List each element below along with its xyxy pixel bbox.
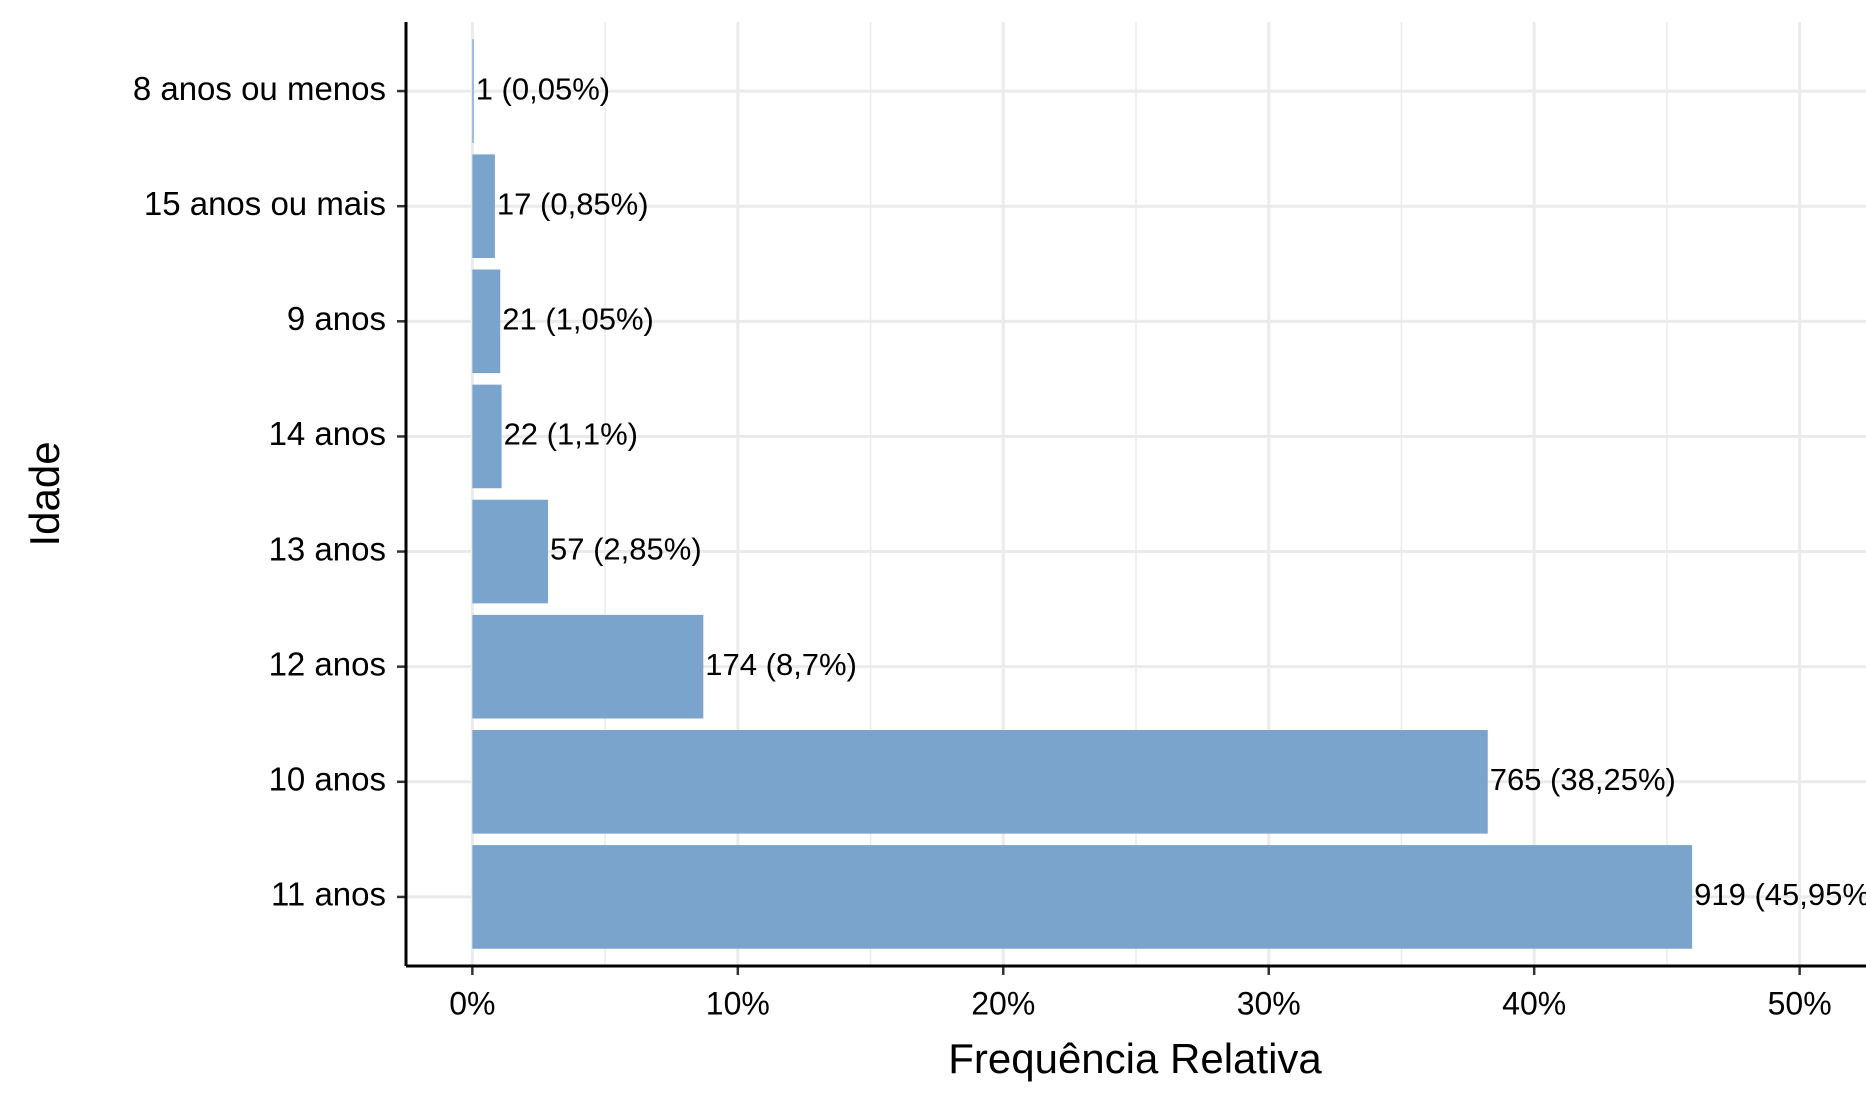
bar (472, 384, 502, 489)
value-label: 22 (1,1%) (504, 417, 638, 452)
x-axis-title: Frequência Relativa (948, 1035, 1322, 1082)
y-tick-label: 9 anos (287, 300, 386, 337)
x-tick-label: 40% (1502, 985, 1566, 1021)
value-label: 919 (45,95%) (1694, 877, 1866, 912)
y-axis-title: Idade (21, 441, 68, 546)
value-label: 174 (8,7%) (705, 647, 857, 682)
value-label: 1 (0,05%) (476, 71, 610, 106)
bar (472, 499, 549, 604)
y-tick-label: 14 anos (269, 415, 386, 452)
x-tick-label: 50% (1768, 985, 1832, 1021)
x-tick-label: 20% (971, 985, 1035, 1021)
bar (472, 730, 1488, 834)
value-label: 765 (38,25%) (1490, 762, 1676, 797)
value-label: 57 (2,85%) (550, 532, 702, 567)
bar (472, 845, 1693, 949)
value-label: 17 (0,85%) (497, 186, 649, 221)
y-tick-label: 10 anos (269, 761, 386, 798)
y-tick-label: 12 anos (269, 645, 386, 682)
bar (472, 269, 501, 374)
x-tick-label: 10% (706, 985, 770, 1021)
y-tick-label: 13 anos (269, 530, 386, 567)
x-tick-label: 0% (449, 985, 495, 1021)
y-tick-label: 15 anos ou mais (144, 185, 386, 222)
x-tick-label: 30% (1237, 985, 1301, 1021)
bar (472, 154, 495, 258)
bar (472, 39, 474, 143)
bar (472, 614, 704, 719)
value-label: 21 (1,05%) (502, 302, 654, 337)
y-tick-label: 8 anos ou menos (133, 70, 386, 107)
y-tick-label: 11 anos (271, 876, 386, 913)
